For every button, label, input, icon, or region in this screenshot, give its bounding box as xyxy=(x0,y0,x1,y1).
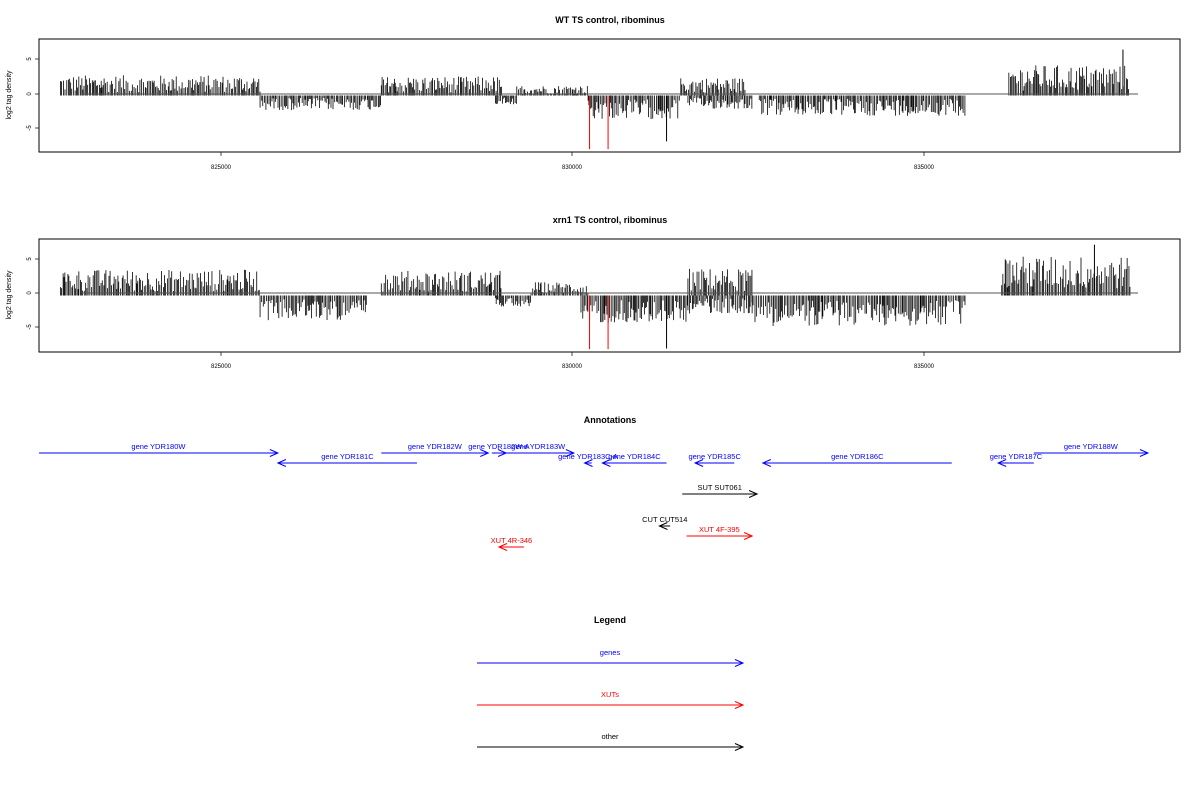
annotations-title: Annotations xyxy=(584,415,637,425)
annotation-feature: gene YDR185C xyxy=(688,452,741,467)
arrowhead-icon xyxy=(601,459,611,467)
feature-label: gene YDR182W xyxy=(408,442,463,451)
legend-item-genes: genes xyxy=(477,648,745,667)
feature-label: gene YDR185C xyxy=(688,452,741,461)
wt-track-panel: WT TS control, ribominus 5 0 -5 log2 tag… xyxy=(6,15,1181,171)
xrn1-track-panel: xrn1 TS control, ribominus 5 0 -5 log2 t… xyxy=(6,215,1181,370)
wt-xtick: 835000 xyxy=(914,165,935,171)
annotation-feature: gene YDR188W xyxy=(1033,442,1150,457)
arrowhead-icon xyxy=(269,449,280,457)
xrn1-plot-frame xyxy=(38,238,1181,353)
legend-arrow-other xyxy=(477,743,745,751)
wt-ytick: 5 xyxy=(27,57,33,61)
feature-label: gene YDR186C xyxy=(831,452,884,461)
annotation-feature: gene YDR181C xyxy=(276,452,417,467)
annotation-feature: SUT SUT061 xyxy=(682,483,759,498)
arrowhead-icon xyxy=(583,459,593,467)
annotation-feature: CUT CUT514 xyxy=(642,515,687,530)
wt-track-title: WT TS control, ribominus xyxy=(555,15,665,25)
annotation-feature: gene YDR180W xyxy=(39,442,280,457)
feature-label: SUT SUT061 xyxy=(697,483,741,492)
annotation-feature: gene YDR183W xyxy=(502,442,576,457)
annotation-feature: gene YDR182W xyxy=(381,442,490,457)
feature-label: gene YDR184C xyxy=(608,452,661,461)
arrowhead-icon xyxy=(276,459,287,467)
feature-label: gene YDR182W-A xyxy=(468,442,529,451)
legend-panel: Legend genes XUTs other xyxy=(477,615,745,751)
xrn1-ytick: 0 xyxy=(27,291,33,295)
arrowhead-icon xyxy=(497,543,508,551)
xrn1-x-axis: 825000 830000 835000 xyxy=(211,352,935,370)
arrowhead-icon xyxy=(565,449,576,457)
wt-ytick: 0 xyxy=(27,92,33,96)
annotation-feature: gene YDR187C xyxy=(990,452,1043,467)
xrn1-xtick: 835000 xyxy=(914,364,935,370)
annotation-feature: XUT 4R-346 xyxy=(491,536,533,551)
feature-label: XUT 4F-395 xyxy=(699,525,740,534)
wt-bars xyxy=(59,49,1129,150)
arrowhead-icon xyxy=(480,449,490,457)
feature-label: gene YDR183C-A xyxy=(558,452,618,461)
arrowhead-icon xyxy=(748,490,759,498)
feature-label: gene YDR188W xyxy=(1064,442,1119,451)
arrowhead-icon xyxy=(658,522,668,530)
legend-arrow-genes xyxy=(477,659,745,667)
annotation-feature: XUT 4F-395 xyxy=(686,525,754,540)
arrowhead-icon xyxy=(734,659,745,667)
wt-ytick: -5 xyxy=(27,125,33,131)
arrowhead-icon xyxy=(693,459,704,467)
legend-label: other xyxy=(601,732,619,741)
legend-item-other: other xyxy=(477,732,745,751)
feature-label: gene YDR187C xyxy=(990,452,1043,461)
legend-title: Legend xyxy=(594,615,626,625)
arrowhead-icon xyxy=(1139,449,1150,457)
arrowhead-icon xyxy=(734,743,745,751)
legend-label: genes xyxy=(600,648,621,657)
xrn1-ytick: 5 xyxy=(27,257,33,261)
xrn1-ytick: -5 xyxy=(27,324,33,330)
xrn1-xtick: 825000 xyxy=(211,364,232,370)
xrn1-y-axis-label: log2 tag density xyxy=(6,270,13,320)
arrowhead-icon xyxy=(734,701,745,709)
annotation-feature: gene YDR183C-A xyxy=(558,452,618,467)
arrowhead-icon xyxy=(996,459,1007,467)
feature-label: gene YDR181C xyxy=(321,452,374,461)
xrn1-bars xyxy=(59,244,1131,350)
xrn1-track-title: xrn1 TS control, ribominus xyxy=(553,215,668,225)
xrn1-xtick: 830000 xyxy=(562,364,583,370)
wt-y-axis-label: log2 tag density xyxy=(6,70,13,120)
annotation-feature: gene YDR184C xyxy=(601,452,667,467)
arrowhead-icon xyxy=(743,532,754,540)
wt-xtick: 825000 xyxy=(211,165,232,171)
wt-plot-frame xyxy=(38,38,1181,153)
feature-label: CUT CUT514 xyxy=(642,515,687,524)
wt-xtick: 830000 xyxy=(562,165,583,171)
feature-label: gene YDR183W xyxy=(511,442,566,451)
legend-arrow-xuts xyxy=(477,701,745,709)
feature-label: gene YDR180W xyxy=(131,442,186,451)
arrowhead-icon xyxy=(761,459,772,467)
legend-item-xuts: XUTs xyxy=(477,690,745,709)
wt-y-axis: 5 0 -5 log2 tag density xyxy=(6,57,39,131)
feature-label: XUT 4R-346 xyxy=(491,536,533,545)
annotation-feature: gene YDR186C xyxy=(761,452,952,467)
xrn1-y-axis: 5 0 -5 log2 tag density xyxy=(6,257,39,330)
wt-x-axis: 825000 830000 835000 xyxy=(211,152,935,171)
annotation-features: gene YDR180W gene YDR181C gene YDR182W gene… xyxy=(39,442,1150,551)
legend-label: XUTs xyxy=(601,690,619,699)
